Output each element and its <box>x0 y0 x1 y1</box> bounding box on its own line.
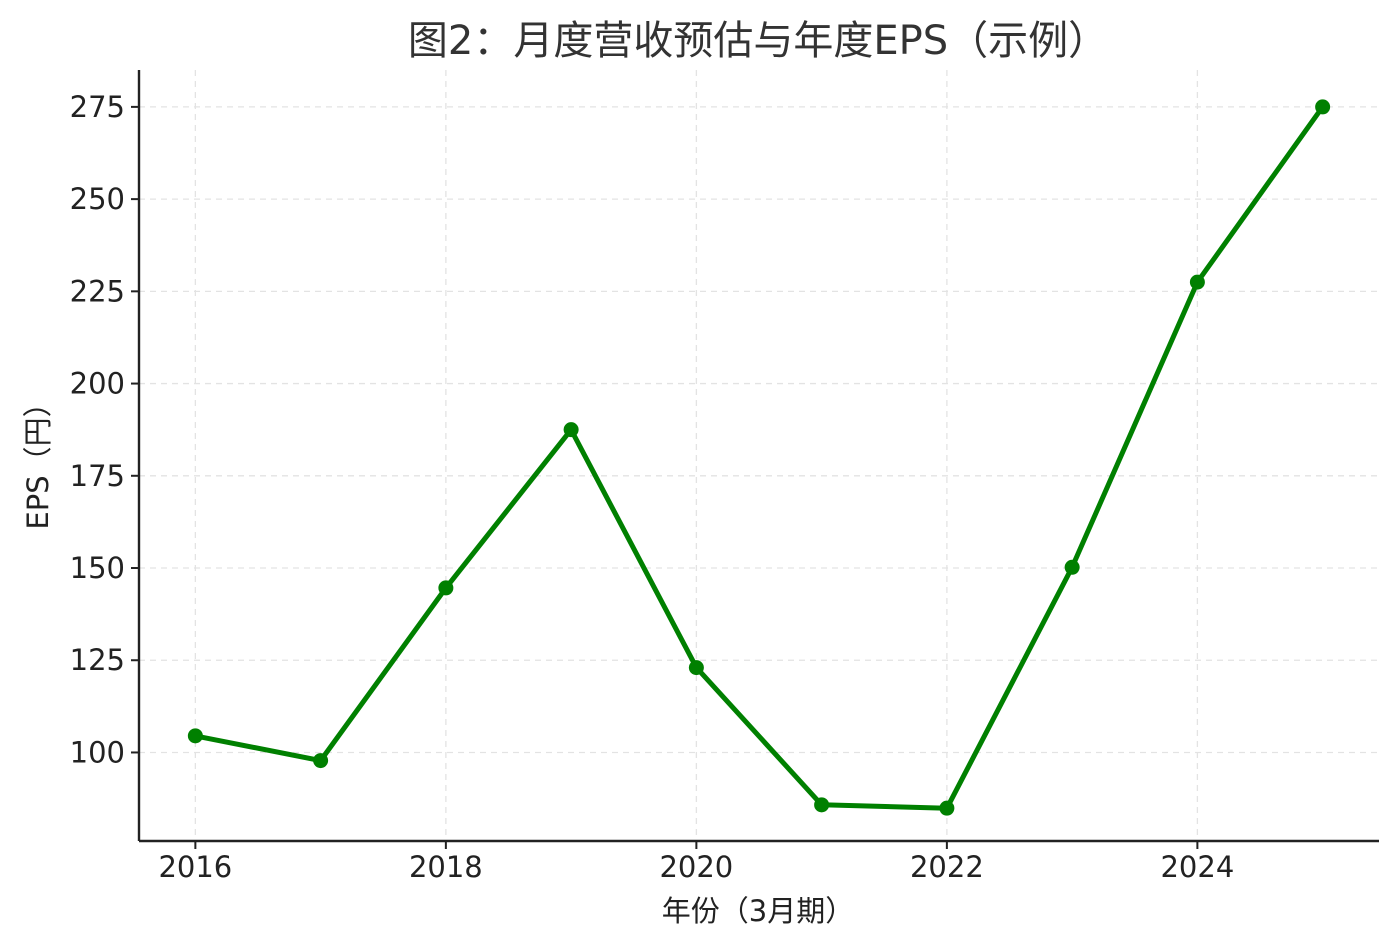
data-point <box>187 728 203 744</box>
ticks: 2016 2018 2020 2022 2024 100 125 150 175 200 225 25… <box>70 90 1235 884</box>
y-tick-label: 225 <box>70 274 125 308</box>
x-axis-label: 年份（3月期） <box>662 894 854 928</box>
x-tick-label: 2022 <box>910 850 984 884</box>
y-tick-label: 275 <box>70 90 125 124</box>
x-tick-label: 2020 <box>659 850 733 884</box>
x-tick-label: 2024 <box>1160 850 1234 884</box>
series <box>187 99 1331 816</box>
y-tick-label: 125 <box>70 643 125 677</box>
y-tick-label: 100 <box>70 735 125 769</box>
data-point <box>563 422 579 438</box>
data-point <box>814 797 830 813</box>
y-axis-label: EPS（円） <box>21 388 55 529</box>
data-point <box>939 800 955 816</box>
y-tick-label: 250 <box>70 182 125 216</box>
data-point <box>438 580 454 596</box>
x-tick-label: 2016 <box>158 850 232 884</box>
data-point <box>313 753 329 769</box>
y-tick-label: 150 <box>70 551 125 585</box>
data-point <box>688 660 704 676</box>
chart-title: 图2：月度营收预估与年度EPS（示例） <box>408 18 1108 64</box>
axes <box>137 70 1379 843</box>
data-point <box>1189 274 1205 290</box>
eps-series-line <box>192 104 1326 811</box>
y-tick-label: 175 <box>70 459 125 493</box>
grid-lines <box>139 70 1379 841</box>
data-point <box>1315 99 1331 115</box>
data-point <box>1064 559 1080 575</box>
x-tick-label: 2018 <box>409 850 483 884</box>
y-tick-label: 200 <box>70 367 125 401</box>
